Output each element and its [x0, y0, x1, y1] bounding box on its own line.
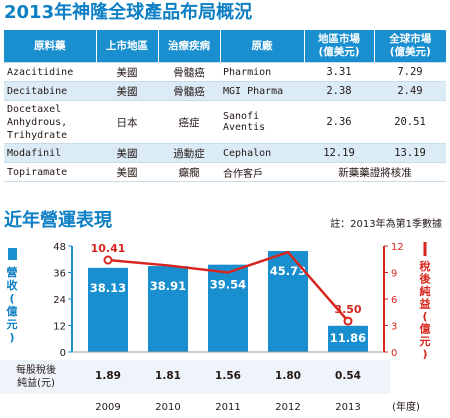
left-legend-swatch: [8, 248, 17, 260]
chart-note: 註：2013年為第1季數據: [330, 219, 442, 230]
right-tick-label: 9: [391, 269, 397, 280]
left-tick-label: 48: [53, 242, 66, 253]
x-unit-label: (年度): [392, 400, 420, 413]
x-tick-label: 2011: [215, 402, 240, 413]
table-row: Azacitidine 美國 骨髓癌 Pharmion 3.31 7.29: [4, 62, 446, 82]
right-tick-label: 12: [391, 242, 404, 253]
right-tick-label: 0: [391, 348, 397, 359]
left-axis-label-char: ): [9, 331, 14, 344]
line-value-label: 10.41: [91, 242, 126, 255]
table-cell: 癌症: [158, 100, 220, 144]
left-tick-label: 0: [60, 348, 66, 359]
x-tick-label: 2010: [155, 402, 180, 413]
table-row: Docetaxel Anhydrous, Trihydrate 日本 癌症 Sanofi A…: [4, 100, 446, 144]
table-header-cell: 原廠: [219, 30, 304, 63]
table-cell: 7.29: [374, 62, 446, 82]
table-cell: 美國: [96, 162, 158, 182]
table-cell: 2.36: [304, 100, 374, 144]
right-axis-label-char: 純: [420, 284, 431, 298]
left-tick-label: 36: [53, 269, 66, 280]
table-cell: 癲癇: [158, 162, 220, 182]
table-cell: Topiramate: [4, 162, 96, 182]
right-axis-label-char: (: [422, 310, 427, 323]
eps-value: 0.54: [335, 370, 361, 382]
left-axis-label-char: 收: [7, 278, 18, 292]
x-tick-label: 2013: [335, 402, 360, 413]
left-axis-label-char: 元: [7, 318, 18, 331]
right-axis-label-char: 後: [420, 272, 432, 286]
table-cell: 美國: [96, 62, 158, 82]
section-title-performance: 近年營運表現: [4, 210, 112, 231]
right-tick-label: 6: [391, 295, 397, 306]
bar-value-label: 11.86: [330, 331, 366, 345]
table-cell: Pharmion: [220, 62, 304, 82]
right-tick-label: 3: [391, 322, 397, 333]
left-tick-label: 12: [53, 322, 66, 333]
product-table: 原料藥 上市地區 治療疾病 原廠 地區市場 (億美元) 全球市場 (億美元) Azacitid…: [4, 30, 446, 182]
line-point: [103, 255, 113, 265]
bar: [88, 267, 128, 352]
table-header-cell: 地區市場 (億美元): [303, 30, 374, 63]
bar-value-label: 38.13: [90, 281, 126, 295]
eps-label: 每股稅後: [16, 363, 56, 376]
table-header-cell: 原料藥: [4, 30, 96, 63]
bar: [328, 325, 368, 352]
eps-value: 1.56: [215, 370, 241, 382]
table-cell: 美國: [96, 143, 158, 163]
eps-label: 純益(元): [17, 376, 55, 389]
left-axis-label-char: 億: [7, 304, 18, 318]
table-cell: Cephalon: [220, 143, 304, 163]
table-cell: 過動症: [158, 143, 220, 163]
section-title-product: 2013年神隆全球產品布局概況: [4, 2, 253, 23]
table-header-cell: 治療疾病: [157, 30, 220, 63]
table-header-cell: 全球市場 (億美元): [373, 30, 446, 63]
table-row: Topiramate 美國 癲癇 合作客戶 新藥藥證將核准: [4, 162, 446, 182]
table-cell: 2.38: [304, 81, 374, 101]
x-tick-label: 2012: [275, 402, 300, 413]
eps-value: 1.81: [155, 370, 181, 382]
right-axis-label-char: 稅: [420, 259, 431, 273]
right-axis-label-char: 益: [420, 297, 431, 311]
table-cell: 日本: [96, 100, 158, 144]
table-cell: Sanofi Aventis: [220, 100, 304, 144]
bar-value-label: 45.73: [270, 264, 306, 278]
table-cell: 新藥藥證將核准: [304, 162, 446, 182]
table-cell: 美國: [96, 81, 158, 101]
x-tick-label: 2009: [95, 402, 120, 413]
table-header-row: 原料藥 上市地區 治療疾病 原廠 地區市場 (億美元) 全球市場 (億美元): [4, 30, 446, 63]
bar-value-label: 38.91: [150, 279, 186, 293]
eps-value: 1.80: [275, 370, 301, 382]
table-cell: MGI Pharma: [220, 81, 304, 101]
table-row: Decitabine 美國 骨髓癌 MGI Pharma 2.38 2.49: [4, 81, 446, 101]
table-cell: 20.51: [374, 100, 446, 144]
eps-value: 1.89: [95, 370, 121, 382]
left-axis-label-char: 營: [7, 265, 18, 279]
table-cell: 13.19: [374, 143, 446, 163]
table-cell: 3.31: [304, 62, 374, 82]
bar: [148, 266, 188, 352]
table-cell: 骨髓癌: [158, 81, 220, 101]
bar: [208, 264, 248, 352]
table-cell: Modafinil: [4, 143, 96, 163]
line-point: [343, 316, 353, 326]
table-cell: 骨髓癌: [158, 62, 220, 82]
table-header-cell: 上市地區: [95, 30, 158, 63]
net-income-line: [107, 250, 349, 322]
eps-row-background: [0, 360, 390, 394]
table-cell: Azacitidine: [4, 62, 96, 82]
table-cell: 12.19: [304, 143, 374, 163]
bar-value-label: 39.54: [210, 278, 246, 292]
left-tick-label: 24: [53, 295, 66, 306]
right-axis-label-char: 億: [420, 322, 431, 336]
table-cell: Docetaxel Anhydrous, Trihydrate: [4, 100, 96, 144]
table-row: Modafinil 美國 過動症 Cephalon 12.19 13.19: [4, 143, 446, 163]
table-cell: 2.49: [374, 81, 446, 101]
line-value-label: 3.50: [334, 303, 361, 316]
table-cell: Decitabine: [4, 81, 96, 101]
table-cell: 合作客戶: [220, 162, 304, 182]
right-axis-label-char: ): [422, 348, 427, 361]
right-axis-label-char: 元: [420, 335, 431, 348]
left-axis-label-char: (: [9, 292, 14, 305]
